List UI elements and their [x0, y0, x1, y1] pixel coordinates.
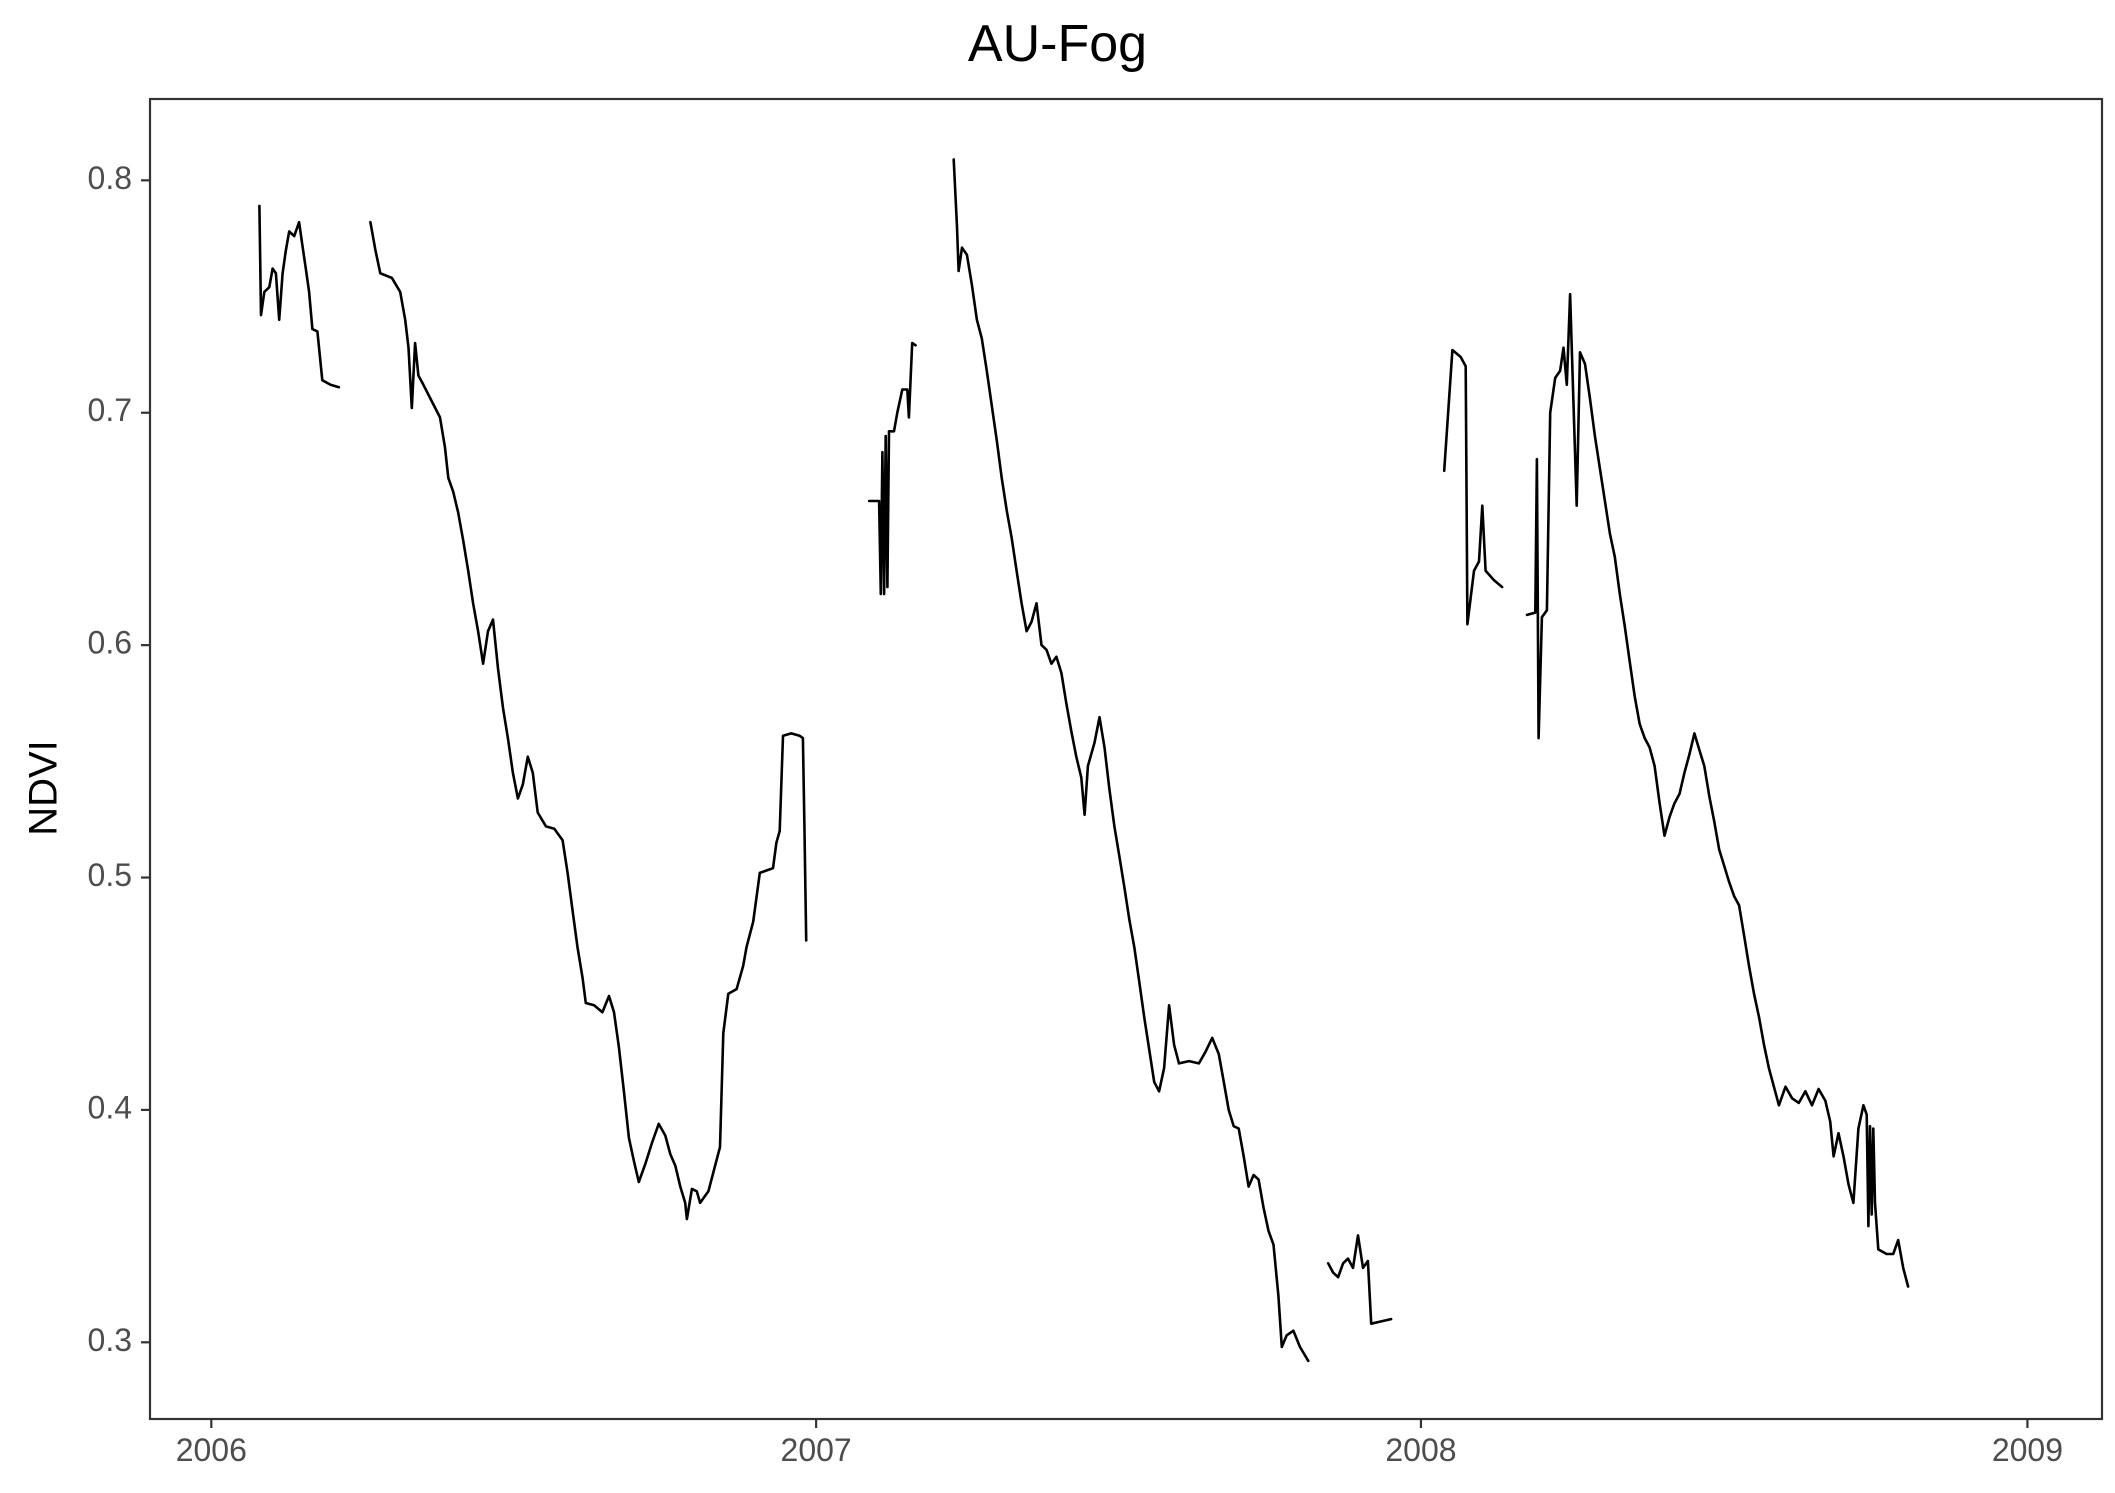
ndvi-line-segment — [1442, 348, 1504, 626]
y-tick-label: 0.6 — [88, 625, 132, 661]
x-tick-label: 2006 — [176, 1432, 247, 1468]
x-axis: 2006 2007 2008 2009 — [176, 1419, 2063, 1468]
y-tick-label: 0.7 — [88, 392, 132, 428]
y-tick-label: 0.8 — [88, 160, 132, 196]
chart-title: AU-Fog — [967, 15, 1148, 73]
ndvi-line-segment — [1525, 292, 1910, 1288]
ndvi-series — [258, 158, 1910, 1363]
y-tick-label: 0.4 — [88, 1089, 132, 1125]
ndvi-line-segment — [258, 204, 341, 389]
ndvi-line-segment — [1326, 1234, 1393, 1325]
ndvi-line-segment — [369, 220, 808, 1221]
y-tick-label: 0.5 — [88, 857, 132, 893]
ndvi-line-segment — [867, 341, 917, 596]
y-tick-label: 0.3 — [88, 1322, 132, 1358]
x-tick-label: 2008 — [1385, 1432, 1456, 1468]
plot-panel-border — [148, 97, 2104, 1421]
x-tick-label: 2009 — [1992, 1432, 2063, 1468]
y-axis: 0.3 0.4 0.5 0.6 0.7 0.8 — [88, 160, 150, 1358]
ndvi-line-segment — [952, 158, 1310, 1363]
x-tick-label: 2007 — [781, 1432, 852, 1468]
